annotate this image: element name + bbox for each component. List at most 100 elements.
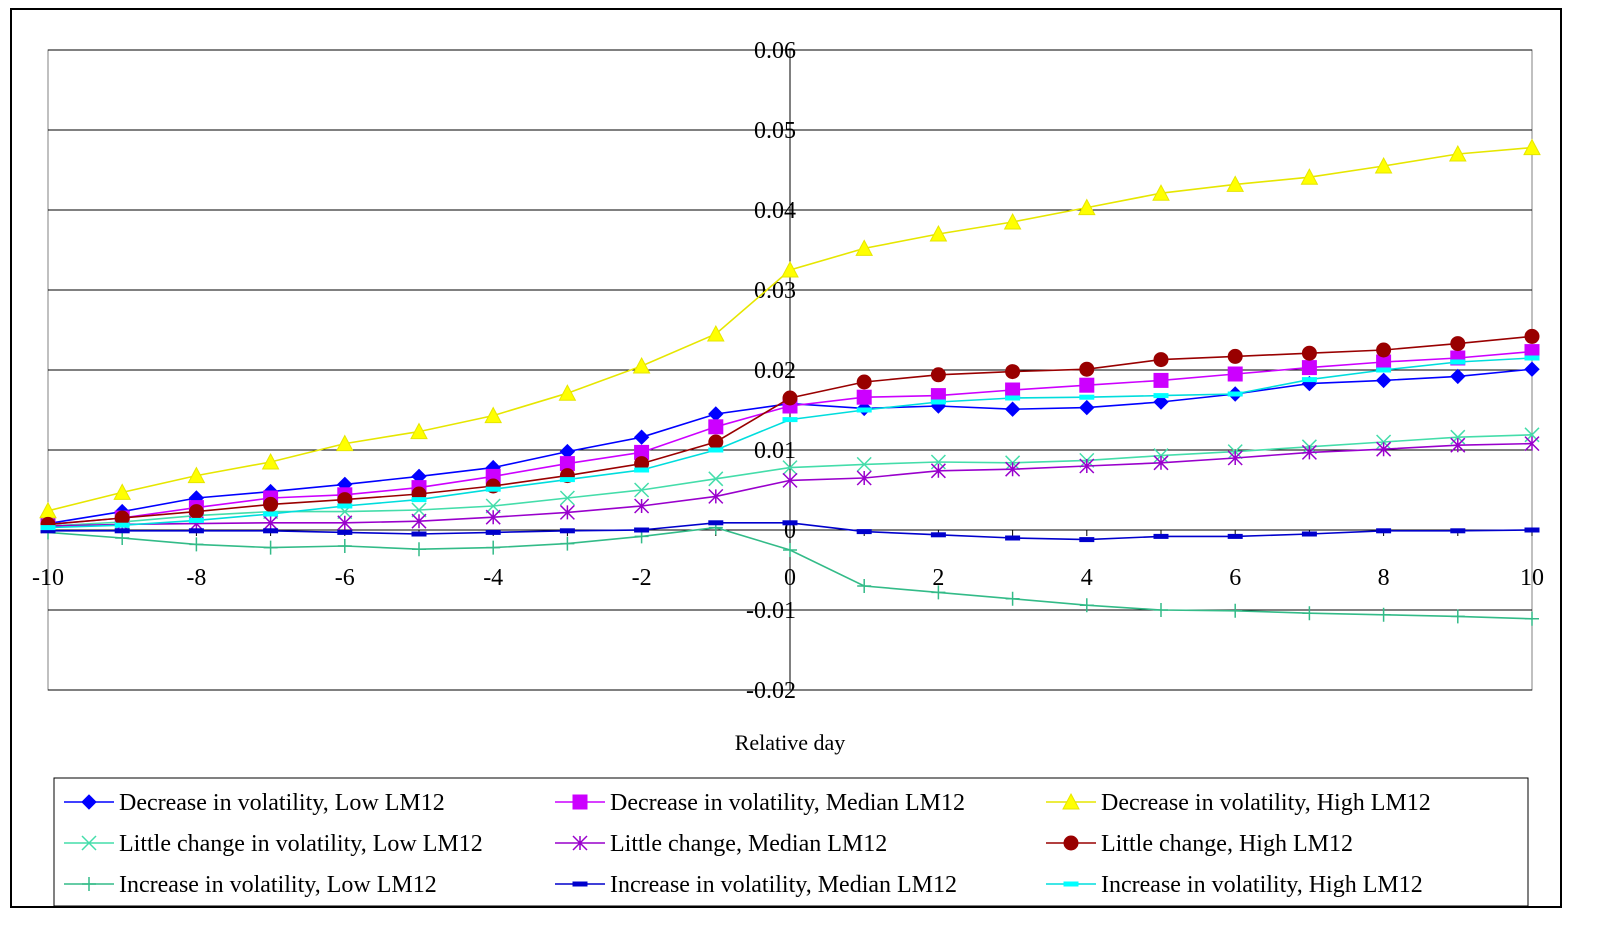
data-point [1376,528,1392,534]
y-tick-label: 0.01 [754,438,796,464]
data-point [1450,368,1466,385]
x-tick-label: 6 [1229,565,1241,591]
x-tick-label: -2 [632,565,652,591]
x-tick-label: 4 [1081,565,1093,591]
data-point [708,419,724,435]
data-point [188,517,204,523]
data-point [930,532,946,538]
data-point [856,374,872,390]
data-point [706,324,725,342]
data-point [1005,591,1020,606]
y-tick-label: 0.06 [754,38,796,64]
data-point [1524,328,1540,344]
data-point [560,536,575,551]
data-point [1079,399,1095,416]
data-point [856,389,872,405]
data-point [781,260,799,278]
data-point [559,477,575,483]
data-point [1079,361,1095,377]
data-point [187,466,206,484]
data-point [1450,336,1466,352]
x-tick-label: 10 [1520,565,1544,591]
data-point [1376,607,1391,622]
data-point [930,463,946,479]
data-point [1153,394,1169,410]
data-point [856,456,872,472]
data-point [633,429,650,445]
data-point [1301,444,1317,460]
data-point [1302,606,1317,621]
data-point [81,835,97,851]
data-point [1524,436,1540,452]
data-point [1153,352,1169,368]
data-point [559,490,575,506]
data-point [708,447,724,453]
data-point [1301,345,1317,361]
data-point [930,367,946,383]
data-point [708,434,724,450]
legend-label: Increase in volatility, High LM12 [1101,872,1423,898]
data-point [708,406,724,422]
data-point [337,529,353,535]
data-point [1079,377,1095,393]
data-point [1227,391,1243,397]
data-point [782,520,798,526]
data-point [856,470,872,486]
x-tick-label: -10 [32,565,64,591]
data-point [81,794,97,810]
data-point [1227,348,1243,364]
data-point [1227,450,1243,466]
data-point [929,224,948,242]
data-point [1450,609,1465,624]
x-axis-title: Relative day [735,730,846,755]
data-point [411,502,427,518]
legend-label: Little change, Median LM12 [610,831,887,857]
data-point [337,539,352,553]
data-point [1079,458,1095,474]
data-point [1005,382,1021,398]
data-point [39,501,57,519]
data-point [1448,144,1467,162]
data-point [930,399,946,405]
data-point [855,239,874,256]
data-point [1079,537,1095,543]
data-point [485,529,501,535]
data-point [113,483,132,500]
data-point [411,531,427,537]
data-point [856,407,872,413]
x-tick-label: 0 [784,565,796,591]
legend-label: Decrease in volatility, High LM12 [1101,790,1431,816]
data-point [485,509,501,525]
y-tick-label: 0.05 [754,118,796,144]
data-point [484,406,503,424]
data-point [559,504,575,520]
data-point [1062,792,1080,810]
data-point [1227,533,1243,539]
data-point [263,540,278,555]
data-point [708,488,724,504]
data-point [1003,212,1022,230]
data-point [337,515,353,531]
data-point [1300,168,1319,185]
x-tick-label: -6 [335,565,355,591]
data-point [857,579,872,593]
data-point [188,504,204,520]
legend-label: Decrease in volatility, Median LM12 [610,790,965,816]
legend-label: Increase in volatility, Median LM12 [610,872,957,898]
data-point [1524,527,1540,533]
data-point [1301,531,1317,537]
data-point [261,452,280,470]
data-point [412,542,426,557]
data-point [1227,366,1243,382]
data-point [782,472,798,488]
data-point [1077,198,1096,216]
data-point [1374,156,1393,174]
data-point [1450,437,1466,453]
data-point [708,471,724,487]
data-point [708,520,724,526]
data-point [335,434,354,452]
data-point [1523,138,1541,156]
data-point [782,390,798,406]
data-point [1063,881,1079,887]
data-point [1376,342,1392,358]
